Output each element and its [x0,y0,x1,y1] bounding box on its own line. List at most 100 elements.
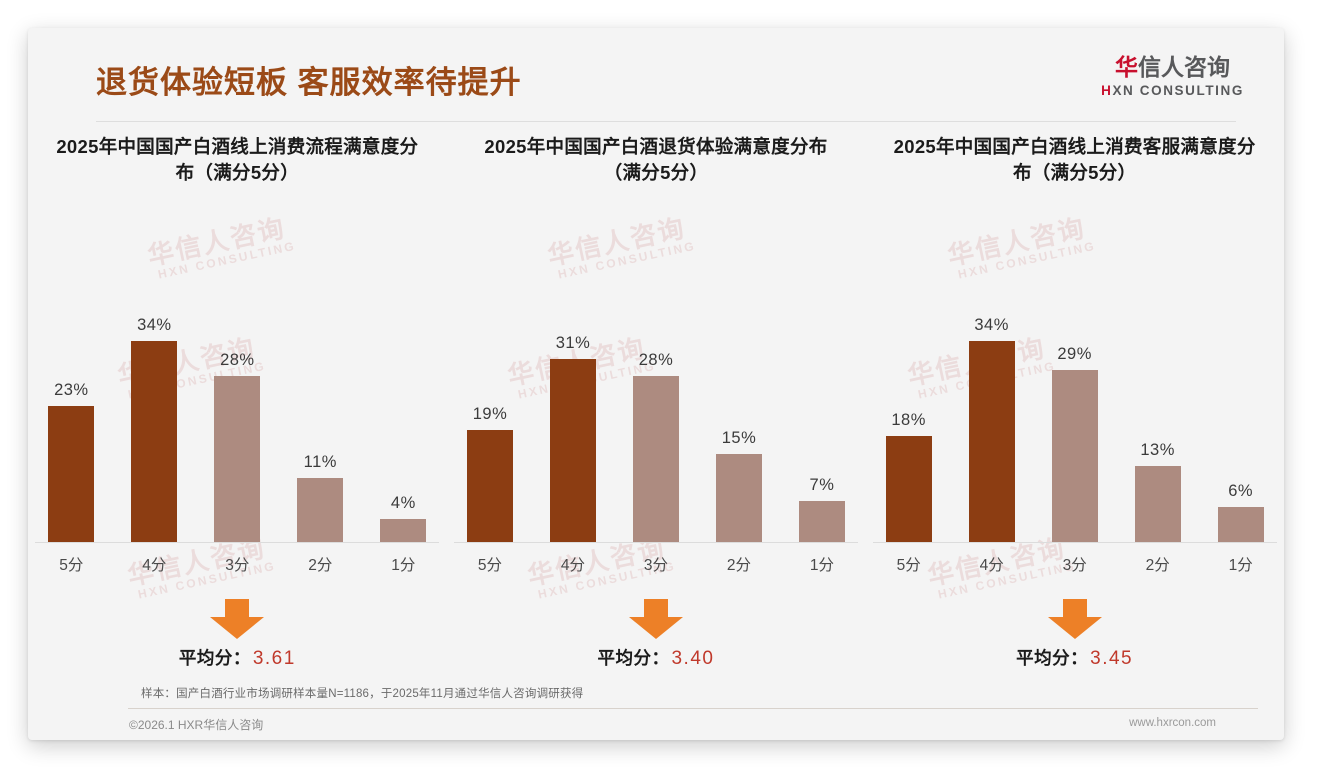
bar-column[interactable]: 11% [292,283,348,543]
bar-group: 19% 31% 28% 15% 7% [462,283,850,543]
x-axis-line [453,541,858,543]
logo-english-text: HXN CONSULTING [1101,84,1244,98]
x-tick-label: 2分 [726,556,752,574]
bar-value-label: 4% [390,493,416,512]
x-tick-label: 5分 [59,556,84,574]
average-score-label: 平均分： [178,647,251,668]
chart-title: 2025年中国国产白酒线上消费流程满意度分布（满分5分） [56,136,419,184]
charts-container: 2025年中国国产白酒线上消费流程满意度分布（满分5分） 23% 34% 28% 11%… [28,134,1284,677]
average-score-value: 3.40 [671,647,715,669]
average-score-text: 平均分： 3.45 [1016,645,1133,670]
logo-chinese-text: 华信人咨询 [1101,56,1244,79]
chart-title: 2025年中国国产白酒线上消费客服满意度分布（满分5分） [893,136,1256,184]
average-score-label: 平均分： [1016,647,1089,668]
bar-value-label: 13% [1140,440,1175,459]
bar[interactable] [1134,465,1181,543]
bar[interactable] [297,477,344,543]
copyright-text: ©2026.1 HXR华信人咨询 [129,718,264,732]
bar-value-label: 28% [638,350,674,369]
website-url[interactable]: www.hxrcon.com [1129,717,1216,729]
bar[interactable] [885,435,932,543]
chart-plot-area: 18% 34% 29% 13% 6% 5分 4分 3分 2分 1分 [865,243,1284,574]
bar-value-label: 11% [303,452,337,471]
average-score-value: 3.45 [1090,647,1134,669]
x-tick-label: 4分 [142,556,167,574]
chart-panel-1: 2025年中国国产白酒线上消费流程满意度分布（满分5分） 23% 34% 28% 11%… [28,134,447,677]
bar-column[interactable]: 34% [964,283,1020,543]
bar-column[interactable]: 4% [375,283,431,543]
average-score-label: 平均分： [597,647,670,668]
x-tick-label: 1分 [809,556,835,574]
down-arrow-icon [625,598,687,639]
bar-column[interactable]: 13% [1130,283,1186,543]
down-arrow-icon [1044,598,1106,639]
x-tick-label: 3分 [225,556,250,574]
bar[interactable] [1217,506,1264,543]
bar-value-label: 6% [1228,481,1254,500]
bar-value-label: 23% [54,380,89,399]
bar-column[interactable]: 7% [794,283,850,543]
bar-column[interactable]: 34% [126,283,182,543]
x-tick-label: 4分 [560,556,586,574]
bar-value-label: 15% [721,428,757,447]
bar-value-label: 29% [1057,344,1092,363]
sample-footnote: 样本：国产白酒行业市场调研样本量N=1186，于2025年11月通过华信人咨询调… [141,688,584,700]
x-axis-line [35,541,440,543]
x-tick-label: 1分 [391,556,416,574]
bar[interactable] [131,340,178,543]
bar[interactable] [48,405,95,543]
bar-value-label: 7% [809,475,835,494]
average-score-block: 平均分： 3.40 [447,598,866,677]
average-score-block: 平均分： 3.61 [28,598,447,677]
bar-column[interactable]: 28% [209,283,265,543]
chart-panel-2: 2025年中国国产白酒退货体验满意度分布（满分5分） 19% 31% 28% 15% 7%… [447,134,866,677]
x-tick-label: 3分 [643,556,669,574]
bar[interactable] [380,518,427,543]
bar-column[interactable]: 29% [1047,283,1103,543]
logo-en-rest: XN CONSULTING [1112,83,1244,98]
bar-group: 23% 34% 28% 11% 4% [43,283,431,543]
logo-cn-rest: 信人咨询 [1138,54,1231,80]
bar-column[interactable]: 15% [711,283,767,543]
bar-column[interactable]: 6% [1213,283,1269,543]
x-tick-label: 2分 [308,556,333,574]
footer-divider [128,708,1258,709]
chart-panel-3: 2025年中国国产白酒线上消费客服满意度分布（满分5分） 18% 34% 29% 13%… [865,134,1284,677]
bar-value-label: 34% [137,315,172,334]
x-axis-tick-labels: 5分 4分 3分 2分 1分 [462,553,850,575]
bar-column[interactable]: 28% [628,283,684,543]
bar[interactable] [549,358,596,543]
chart-title: 2025年中国国产白酒退货体验满意度分布（满分5分） [484,136,828,184]
bar[interactable] [632,375,679,543]
bar[interactable] [1051,369,1098,543]
chart-plot-area: 19% 31% 28% 15% 7% 5分 4分 3分 2分 1分 [447,243,866,574]
chart-plot-area: 23% 34% 28% 11% 4% 5分 4分 3分 2分 1分 [28,243,447,574]
bar[interactable] [968,340,1015,543]
bar-column[interactable]: 19% [462,283,518,543]
bar-column[interactable]: 23% [43,283,99,543]
logo-hua-char: 华 [1115,54,1139,80]
average-score-block: 平均分： 3.45 [865,598,1284,677]
average-score-value: 3.61 [252,647,296,669]
bar[interactable] [214,375,261,543]
logo-h-char: H [1101,83,1113,98]
bar-value-label: 19% [472,404,508,423]
bar-column[interactable]: 18% [881,283,937,543]
average-score-text: 平均分： 3.61 [179,645,296,670]
x-tick-label: 2分 [1145,556,1170,574]
bar-column[interactable]: 31% [545,283,601,543]
x-axis-tick-labels: 5分 4分 3分 2分 1分 [43,553,431,575]
average-score-text: 平均分： 3.40 [597,645,714,670]
x-tick-label: 5分 [896,556,921,574]
bar-value-label: 34% [974,315,1009,334]
bar[interactable] [798,500,845,543]
x-tick-label: 5分 [477,556,503,574]
bar[interactable] [466,429,513,543]
bar[interactable] [715,453,762,543]
down-arrow-icon [206,598,268,639]
page-title: 退货体验短板 客服效率待提升 [96,65,522,100]
bar-group: 18% 34% 29% 13% 6% [881,283,1269,543]
x-tick-label: 1分 [1228,556,1253,574]
x-axis-tick-labels: 5分 4分 3分 2分 1分 [881,553,1269,575]
company-logo: 华信人咨询 HXN CONSULTING [1101,56,1244,98]
